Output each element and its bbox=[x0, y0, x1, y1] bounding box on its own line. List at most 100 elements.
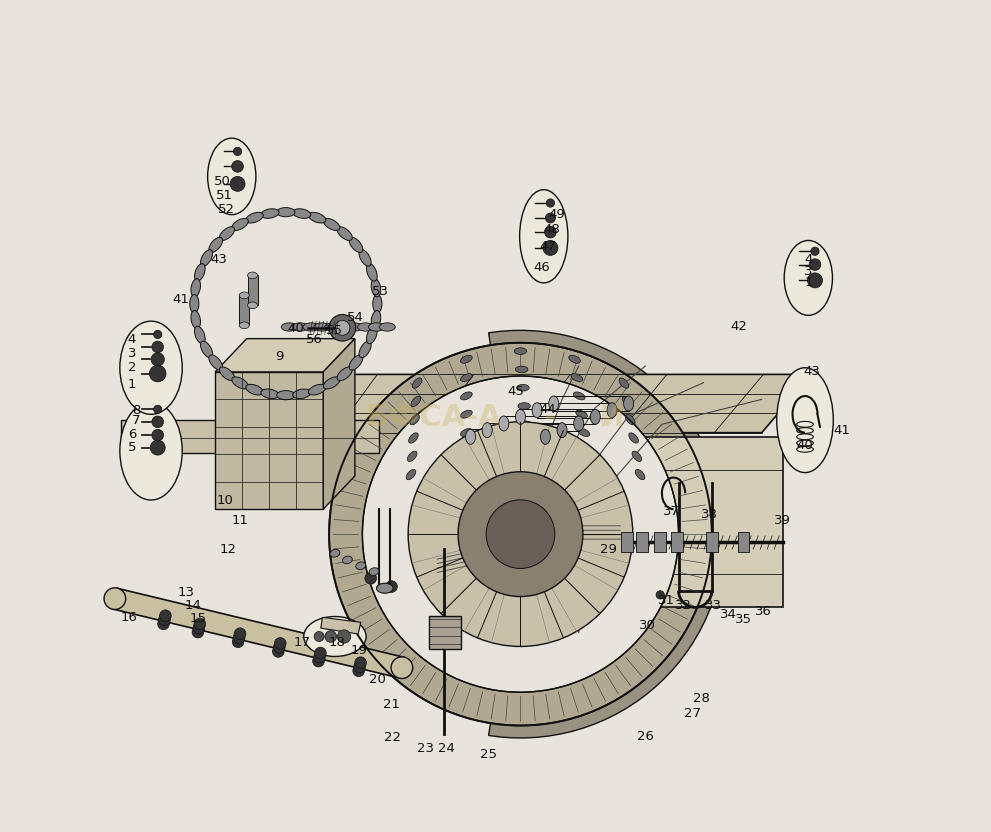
Text: 35: 35 bbox=[735, 612, 752, 626]
Ellipse shape bbox=[514, 348, 526, 354]
Bar bbox=[706, 532, 717, 552]
Ellipse shape bbox=[369, 323, 385, 331]
Circle shape bbox=[546, 199, 555, 207]
Circle shape bbox=[329, 314, 356, 341]
Text: 34: 34 bbox=[720, 607, 737, 621]
Ellipse shape bbox=[314, 323, 330, 331]
Text: 17: 17 bbox=[294, 636, 311, 649]
Polygon shape bbox=[121, 420, 379, 453]
Text: 4: 4 bbox=[128, 333, 136, 346]
Ellipse shape bbox=[232, 218, 249, 230]
Ellipse shape bbox=[623, 396, 633, 411]
Ellipse shape bbox=[519, 190, 568, 283]
Text: 13: 13 bbox=[177, 586, 194, 599]
Ellipse shape bbox=[520, 439, 533, 446]
Ellipse shape bbox=[232, 377, 249, 389]
Ellipse shape bbox=[359, 250, 372, 266]
Text: 40: 40 bbox=[797, 438, 814, 452]
Ellipse shape bbox=[325, 323, 341, 331]
Text: 26: 26 bbox=[637, 730, 654, 743]
Circle shape bbox=[152, 341, 164, 353]
Ellipse shape bbox=[308, 384, 326, 395]
Ellipse shape bbox=[369, 567, 379, 576]
Ellipse shape bbox=[466, 429, 476, 444]
Ellipse shape bbox=[574, 392, 585, 400]
Ellipse shape bbox=[343, 556, 353, 564]
Text: 51: 51 bbox=[216, 189, 233, 202]
Text: 31: 31 bbox=[658, 594, 676, 607]
Text: 28: 28 bbox=[694, 692, 711, 706]
Ellipse shape bbox=[349, 355, 363, 370]
Circle shape bbox=[808, 273, 823, 288]
Text: 24: 24 bbox=[438, 742, 455, 755]
Text: 2: 2 bbox=[128, 361, 136, 374]
Polygon shape bbox=[215, 372, 323, 509]
Ellipse shape bbox=[200, 341, 213, 358]
Ellipse shape bbox=[574, 416, 584, 431]
Text: 29: 29 bbox=[601, 542, 617, 556]
Text: 33: 33 bbox=[705, 599, 722, 612]
Text: 50: 50 bbox=[214, 175, 231, 188]
Text: 47: 47 bbox=[539, 240, 556, 253]
Ellipse shape bbox=[571, 374, 583, 382]
Circle shape bbox=[158, 618, 169, 630]
Ellipse shape bbox=[194, 326, 205, 344]
Circle shape bbox=[275, 637, 286, 649]
Ellipse shape bbox=[248, 302, 258, 309]
Text: 12: 12 bbox=[219, 542, 236, 556]
Polygon shape bbox=[489, 330, 724, 738]
Text: 15: 15 bbox=[190, 612, 207, 625]
Ellipse shape bbox=[461, 374, 473, 382]
Text: 6: 6 bbox=[128, 428, 136, 441]
Circle shape bbox=[154, 405, 162, 414]
Circle shape bbox=[234, 147, 242, 156]
Text: 44: 44 bbox=[539, 403, 556, 416]
Ellipse shape bbox=[777, 368, 833, 473]
Ellipse shape bbox=[347, 323, 363, 331]
Ellipse shape bbox=[292, 389, 311, 399]
Text: 4: 4 bbox=[804, 253, 813, 266]
Text: 41: 41 bbox=[172, 293, 189, 306]
Ellipse shape bbox=[246, 212, 264, 223]
Ellipse shape bbox=[367, 264, 378, 281]
Ellipse shape bbox=[189, 295, 199, 313]
Text: 22: 22 bbox=[384, 731, 400, 745]
Ellipse shape bbox=[209, 355, 223, 370]
Text: 10: 10 bbox=[217, 494, 234, 508]
Text: 9: 9 bbox=[275, 349, 283, 363]
Text: 49: 49 bbox=[549, 208, 566, 221]
Text: 45: 45 bbox=[507, 384, 525, 398]
Circle shape bbox=[545, 226, 556, 238]
Ellipse shape bbox=[407, 451, 417, 462]
Circle shape bbox=[273, 646, 284, 657]
Text: 42: 42 bbox=[730, 319, 747, 333]
Ellipse shape bbox=[372, 310, 381, 329]
Ellipse shape bbox=[191, 310, 200, 329]
Text: 1: 1 bbox=[128, 378, 136, 391]
Ellipse shape bbox=[281, 323, 297, 331]
Text: 25: 25 bbox=[481, 748, 497, 761]
Circle shape bbox=[192, 626, 204, 638]
Text: 41: 41 bbox=[833, 424, 850, 438]
Text: 38: 38 bbox=[701, 508, 717, 521]
Ellipse shape bbox=[323, 377, 340, 389]
Ellipse shape bbox=[219, 367, 235, 380]
Ellipse shape bbox=[372, 279, 381, 297]
Text: 56: 56 bbox=[305, 333, 322, 346]
Circle shape bbox=[232, 636, 244, 647]
Bar bbox=[239, 295, 249, 325]
Ellipse shape bbox=[359, 341, 372, 358]
Circle shape bbox=[355, 657, 367, 669]
Polygon shape bbox=[604, 437, 783, 607]
Text: 20: 20 bbox=[369, 673, 385, 686]
Circle shape bbox=[150, 365, 166, 382]
Ellipse shape bbox=[261, 209, 279, 218]
Circle shape bbox=[656, 591, 664, 599]
Ellipse shape bbox=[377, 583, 393, 593]
Text: 43: 43 bbox=[804, 364, 821, 378]
Polygon shape bbox=[113, 588, 404, 678]
Circle shape bbox=[313, 651, 325, 663]
Text: 37: 37 bbox=[663, 505, 681, 518]
Ellipse shape bbox=[337, 367, 352, 380]
Circle shape bbox=[233, 632, 245, 644]
